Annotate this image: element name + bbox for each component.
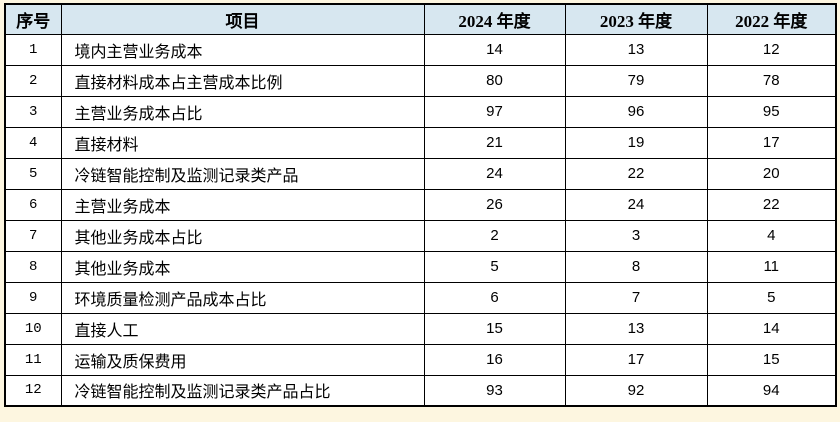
row-number-cell: 11	[4, 343, 62, 376]
value-2022-cell: 78	[706, 64, 837, 97]
value-2024-cell: 93	[423, 374, 566, 407]
value-2024-cell: 21	[423, 126, 566, 159]
item-name-cell: 主营业务成本占比	[60, 95, 425, 128]
table-row: 4 直接材料 21 19 17	[4, 126, 837, 159]
value-2022-cell: 14	[706, 312, 837, 345]
table-row: 10 直接人工 15 13 14	[4, 312, 837, 345]
value-2024-cell: 2	[423, 219, 566, 252]
value-2024-cell: 14	[423, 33, 566, 66]
row-number-cell: 2	[4, 64, 62, 97]
table-row: 9 环境质量检测产品成本占比 6 7 5	[4, 281, 837, 314]
table-row: 3 主营业务成本占比 97 96 95	[4, 95, 837, 128]
item-name-cell: 直接人工	[60, 312, 425, 345]
value-2023-cell: 19	[564, 126, 708, 159]
header-item: 项目	[60, 3, 425, 35]
item-name-cell: 其他业务成本占比	[60, 219, 425, 252]
row-number-cell: 5	[4, 157, 62, 190]
row-number-cell: 7	[4, 219, 62, 252]
value-2024-cell: 5	[423, 250, 566, 283]
value-2023-cell: 8	[564, 250, 708, 283]
value-2024-cell: 6	[423, 281, 566, 314]
value-2023-cell: 3	[564, 219, 708, 252]
value-2022-cell: 11	[706, 250, 837, 283]
row-number-cell: 9	[4, 281, 62, 314]
row-number-cell: 3	[4, 95, 62, 128]
row-number-cell: 1	[4, 33, 62, 66]
item-name-cell: 直接材料成本占主营成本比例	[60, 64, 425, 97]
value-2022-cell: 17	[706, 126, 837, 159]
table-row: 11 运输及质保费用 16 17 15	[4, 343, 837, 376]
row-number-cell: 8	[4, 250, 62, 283]
value-2024-cell: 24	[423, 157, 566, 190]
value-2022-cell: 94	[706, 374, 837, 407]
value-2022-cell: 15	[706, 343, 837, 376]
table-row: 1 境内主营业务成本 14 13 12	[4, 33, 837, 66]
header-year-2022: 2022 年度	[706, 3, 837, 35]
item-name-cell: 主营业务成本	[60, 188, 425, 221]
value-2024-cell: 16	[423, 343, 566, 376]
value-2024-cell: 97	[423, 95, 566, 128]
value-2023-cell: 92	[564, 374, 708, 407]
header-year-2023: 2023 年度	[564, 3, 708, 35]
value-2023-cell: 13	[564, 312, 708, 345]
item-name-cell: 冷链智能控制及监测记录类产品占比	[60, 374, 425, 407]
table-row: 7 其他业务成本占比 2 3 4	[4, 219, 837, 252]
item-name-cell: 环境质量检测产品成本占比	[60, 281, 425, 314]
header-row: 序号 项目 2024 年度 2023 年度 2022 年度	[4, 3, 837, 35]
cost-breakdown-table: 序号 项目 2024 年度 2023 年度 2022 年度 1 境内主营业务成本 1…	[4, 3, 837, 407]
value-2022-cell: 12	[706, 33, 837, 66]
table-row: 2 直接材料成本占主营成本比例 80 79 78	[4, 64, 837, 97]
table-row: 8 其他业务成本 5 8 11	[4, 250, 837, 283]
value-2023-cell: 22	[564, 157, 708, 190]
value-2022-cell: 95	[706, 95, 837, 128]
value-2023-cell: 96	[564, 95, 708, 128]
row-number-cell: 10	[4, 312, 62, 345]
value-2023-cell: 7	[564, 281, 708, 314]
value-2024-cell: 15	[423, 312, 566, 345]
header-year-2024: 2024 年度	[423, 3, 566, 35]
table-row: 5 冷链智能控制及监测记录类产品 24 22 20	[4, 157, 837, 190]
item-name-cell: 其他业务成本	[60, 250, 425, 283]
value-2024-cell: 26	[423, 188, 566, 221]
row-number-cell: 12	[4, 374, 62, 407]
table-row: 12 冷链智能控制及监测记录类产品占比 93 92 94	[4, 374, 837, 407]
value-2023-cell: 79	[564, 64, 708, 97]
value-2023-cell: 24	[564, 188, 708, 221]
row-number-cell: 6	[4, 188, 62, 221]
value-2024-cell: 80	[423, 64, 566, 97]
table-body: 1 境内主营业务成本 14 13 12 2 直接材料成本占主营成本比例 80 79 78 3 主营业务…	[4, 33, 837, 407]
table-row: 6 主营业务成本 26 24 22	[4, 188, 837, 221]
value-2022-cell: 5	[706, 281, 837, 314]
item-name-cell: 直接材料	[60, 126, 425, 159]
item-name-cell: 境内主营业务成本	[60, 33, 425, 66]
value-2023-cell: 17	[564, 343, 708, 376]
value-2022-cell: 20	[706, 157, 837, 190]
header-serial-number: 序号	[4, 3, 62, 35]
item-name-cell: 冷链智能控制及监测记录类产品	[60, 157, 425, 190]
value-2023-cell: 13	[564, 33, 708, 66]
value-2022-cell: 22	[706, 188, 837, 221]
row-number-cell: 4	[4, 126, 62, 159]
value-2022-cell: 4	[706, 219, 837, 252]
item-name-cell: 运输及质保费用	[60, 343, 425, 376]
